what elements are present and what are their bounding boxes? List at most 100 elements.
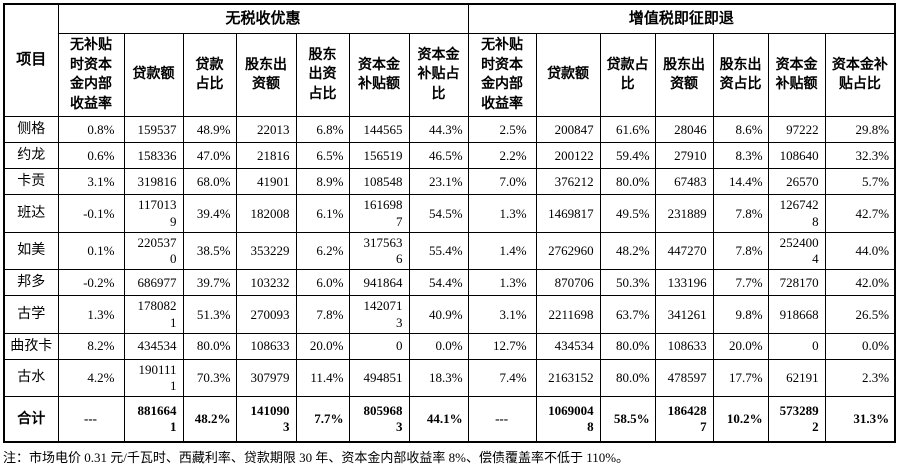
table-cell: 5732892 — [767, 396, 826, 443]
column-header: 贷款额 — [123, 32, 184, 118]
table-cell: 200122 — [535, 142, 601, 170]
table-cell: 0.6% — [57, 142, 125, 170]
table-cell: 8.9% — [295, 168, 350, 196]
table-cell: 2.5% — [467, 116, 537, 144]
table-cell: 28046 — [654, 116, 714, 144]
table-cell: 1901111 — [123, 358, 184, 398]
table-row: 古水 4.2% 1901111 70.3% 307979 11.4% 494851 18.3%… — [3, 358, 896, 398]
table-cell: 40.9% — [408, 295, 469, 334]
column-header: 贷款占比 — [182, 32, 237, 118]
table-cell: 0 — [767, 332, 826, 360]
table-cell: 44.1% — [408, 396, 469, 443]
table-cell: 307979 — [235, 358, 297, 398]
table-cell: 26570 — [767, 168, 826, 196]
table-cell: 11.4% — [295, 358, 350, 398]
table-cell: 103232 — [235, 269, 297, 297]
table-cell: 63.7% — [599, 295, 656, 334]
table-cell: 7.4% — [467, 358, 537, 398]
table-cell: 2163152 — [535, 358, 601, 398]
table-cell: 12.7% — [467, 332, 537, 360]
column-header: 无补贴时资本金内部收益率 — [57, 32, 125, 118]
table-cell: 1267428 — [767, 194, 826, 233]
table-header: 项目 无税收优惠 增值税即征即退 无补贴时资本金内部收益率 贷款额 贷款占比 股东出资… — [3, 3, 896, 118]
table-cell: 48.9% — [182, 116, 237, 144]
row-label: 卡贡 — [3, 168, 59, 196]
table-row: 约龙 0.6% 158336 47.0% 21816 6.5% 156519 46.5% 2.2… — [3, 142, 896, 170]
table-cell: 42.0% — [824, 269, 896, 297]
project-comparison-table: 项目 无税收优惠 增值税即征即退 无补贴时资本金内部收益率 贷款额 贷款占比 股东出资… — [3, 3, 897, 444]
table-cell: 54.5% — [408, 194, 469, 233]
row-label: 曲孜卡 — [3, 332, 59, 360]
table-cell: 2.2% — [467, 142, 537, 170]
table-cell: 158336 — [123, 142, 184, 170]
table-cell: 133196 — [654, 269, 714, 297]
table-cell: -0.1% — [57, 194, 125, 233]
table-cell: 58.5% — [599, 396, 656, 443]
column-header: 贷款额 — [535, 32, 601, 118]
table-cell: 18.3% — [408, 358, 469, 398]
table-cell: 7.8% — [712, 231, 769, 271]
table-cell: 870706 — [535, 269, 601, 297]
table-cell: 54.4% — [408, 269, 469, 297]
table-cell: 2.3% — [824, 358, 896, 398]
table-cell: 7.8% — [712, 194, 769, 233]
table-body: 侧格 0.8% 159537 48.9% 22013 6.8% 144565 44.3% 2.5… — [3, 116, 896, 443]
table-cell: 1.3% — [57, 295, 125, 334]
footnote: 注：市场电价 0.31 元/千瓦时、西藏利率、贷款期限 30 年、资本金内部收益… — [3, 450, 630, 466]
table-cell: -0.2% — [57, 269, 125, 297]
table-cell: 26.5% — [824, 295, 896, 334]
table-cell: 8.6% — [712, 116, 769, 144]
table-cell: 97222 — [767, 116, 826, 144]
table-cell: 7.0% — [467, 168, 537, 196]
table-cell: 3.1% — [57, 168, 125, 196]
table-cell: 108633 — [654, 332, 714, 360]
table-cell: 49.5% — [599, 194, 656, 233]
row-label: 班达 — [3, 194, 59, 233]
table-cell: 51.3% — [182, 295, 237, 334]
table-row: 邦多 -0.2% 686977 39.7% 103232 6.0% 941864 54.4% 1… — [3, 269, 896, 297]
table-row: 班达 -0.1% 1170139 39.4% 182008 6.1% 1616987 54.5… — [3, 194, 896, 233]
table-cell: 686977 — [123, 269, 184, 297]
table-cell: 3175636 — [348, 231, 410, 271]
table-cell: 39.4% — [182, 194, 237, 233]
section-title-no-tax: 无税收优惠 — [57, 3, 469, 34]
table-cell: 39.7% — [182, 269, 237, 297]
table-cell: 7.8% — [295, 295, 350, 334]
table-cell: 10690048 — [535, 396, 601, 443]
row-label: 古学 — [3, 295, 59, 334]
table-cell: 8816641 — [123, 396, 184, 443]
table-cell: 70.3% — [182, 358, 237, 398]
project-column-header: 项目 — [3, 3, 59, 118]
table-cell: 1.3% — [467, 269, 537, 297]
section-title-vat-refund: 增值税即征即退 — [467, 3, 896, 34]
table-cell: 447270 — [654, 231, 714, 271]
column-header: 资本金补贴占比 — [824, 32, 896, 118]
table-cell: 50.3% — [599, 269, 656, 297]
table-cell: 1420713 — [348, 295, 410, 334]
table-cell: 80.0% — [599, 358, 656, 398]
table-cell: 478597 — [654, 358, 714, 398]
table-cell: 44.3% — [408, 116, 469, 144]
table-cell: 0.0% — [408, 332, 469, 360]
table-cell: 434534 — [123, 332, 184, 360]
column-header: 资本金补贴额 — [767, 32, 826, 118]
table-cell: 182008 — [235, 194, 297, 233]
table-cell: 159537 — [123, 116, 184, 144]
column-header: 股东出资额 — [235, 32, 297, 118]
table-cell: 341261 — [654, 295, 714, 334]
table-cell: 0 — [348, 332, 410, 360]
table-cell: 48.2% — [182, 396, 237, 443]
table-cell: --- — [467, 396, 537, 443]
table-cell: 434534 — [535, 332, 601, 360]
table-cell: 80.0% — [182, 332, 237, 360]
column-header: 股东出资占比 — [295, 32, 350, 118]
table-cell: 55.4% — [408, 231, 469, 271]
table-cell: 108548 — [348, 168, 410, 196]
table-cell: 728170 — [767, 269, 826, 297]
table-cell: 42.7% — [824, 194, 896, 233]
table-cell: 4.2% — [57, 358, 125, 398]
table-cell: 1410903 — [235, 396, 297, 443]
table-cell: 1469817 — [535, 194, 601, 233]
table-cell: 9.8% — [712, 295, 769, 334]
table-cell: 10.2% — [712, 396, 769, 443]
